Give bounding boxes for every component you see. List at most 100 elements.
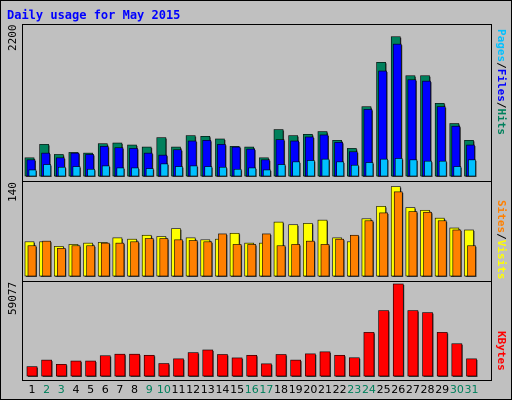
legend-sep-2: / — [495, 101, 508, 109]
sites-bar — [306, 240, 315, 277]
x-tick-label: 17 — [259, 383, 273, 396]
kbytes-bar — [334, 354, 345, 377]
pages-bar — [57, 166, 66, 177]
pages-bar — [438, 160, 447, 177]
sites-bar — [262, 233, 271, 277]
kbytes-bar — [70, 360, 82, 377]
sites-bar — [188, 240, 198, 277]
sites-bar — [437, 220, 447, 277]
kbytes-bar — [143, 354, 155, 377]
kbytes-bar — [363, 332, 375, 377]
kbytes-bar — [246, 354, 258, 377]
x-tick-label: 11 — [172, 383, 186, 396]
pages-bar — [28, 169, 37, 177]
kbytes-bar — [451, 343, 463, 377]
kbytes-bar — [129, 353, 140, 377]
kbytes-bar — [392, 283, 404, 377]
sites-bar — [174, 239, 183, 277]
x-tick-label: 6 — [102, 383, 109, 396]
pages-bar — [131, 167, 139, 177]
chart-title: Daily usage for May 2015 — [7, 8, 181, 22]
sites-bar — [335, 238, 344, 277]
x-tick-label: 24 — [362, 383, 376, 396]
kbytes-bar — [290, 359, 302, 377]
x-tick-label: 3 — [58, 383, 65, 396]
sites-bar — [27, 245, 37, 277]
legend-kbytes: KBytes — [495, 331, 508, 371]
x-tick-label: 5 — [87, 383, 94, 396]
kbytes-bar — [466, 358, 477, 377]
kbytes-bar — [99, 355, 111, 377]
kbytes-bar — [173, 358, 184, 377]
legend-files: Files — [495, 68, 508, 102]
x-tick-label: 27 — [406, 383, 420, 396]
sites-bar — [71, 245, 81, 277]
sites-bar — [349, 234, 359, 277]
pages-bar — [380, 158, 388, 177]
pages-bar — [43, 164, 51, 177]
x-tick-label: 2 — [43, 383, 50, 396]
x-tick-label: 8 — [131, 383, 138, 396]
sites-bar — [203, 241, 213, 277]
sites-bar — [159, 238, 169, 277]
x-tick-label: 19 — [289, 383, 303, 396]
x-tick-label: 14 — [215, 383, 229, 396]
sites-bar — [379, 212, 388, 277]
kbytes-bar — [261, 363, 272, 377]
pages-bar — [263, 169, 271, 177]
sites-bar — [218, 233, 227, 277]
kbytes-bar — [55, 364, 67, 377]
x-tick-label: 16 — [245, 383, 259, 396]
legend-pages: Pages — [495, 29, 508, 63]
kbytes-bar — [187, 352, 199, 377]
pages-bar — [204, 166, 213, 177]
pages-bar — [175, 166, 183, 177]
pages-bar — [453, 166, 462, 177]
kbytes-bar — [422, 312, 433, 377]
kbytes-bar — [114, 353, 126, 377]
pages-bar — [321, 158, 330, 177]
pages-bar — [409, 159, 418, 177]
sites-bar — [42, 240, 51, 277]
x-tick-label: 20 — [303, 383, 317, 396]
top-legend: Pages/Files/Hits — [494, 29, 508, 135]
pages-bar — [424, 160, 432, 177]
kbytes-bar — [217, 354, 228, 377]
pages-bar — [87, 168, 95, 177]
sites-bar — [408, 211, 418, 277]
pages-bar — [189, 165, 198, 177]
kbytes-bar — [275, 354, 287, 377]
kbytes-bar — [378, 310, 389, 377]
sites-bar — [56, 248, 66, 277]
pages-bar — [336, 161, 344, 177]
x-tick-label: 9 — [146, 383, 153, 396]
files-bar — [392, 43, 402, 177]
legend-visits: Visits — [495, 239, 508, 280]
x-tick-label: 21 — [318, 383, 332, 396]
x-tick-label: 13 — [201, 383, 215, 396]
pages-bar — [365, 162, 374, 177]
kbytes-bar — [26, 366, 38, 377]
x-tick-label: 23 — [347, 383, 361, 396]
kbytes-bar — [407, 310, 419, 377]
pages-bar — [277, 164, 286, 177]
x-tick-label: 18 — [274, 383, 288, 396]
legend-sep-1: / — [495, 62, 508, 69]
sites-bar — [423, 211, 432, 277]
kbytes-bar — [158, 363, 170, 377]
sites-bar — [320, 244, 330, 277]
pages-bar — [394, 158, 403, 177]
pages-bar — [72, 166, 81, 177]
sites-bar — [364, 220, 374, 277]
sites-bar — [291, 244, 301, 277]
sites-bar — [130, 241, 139, 277]
kbytes-bar — [305, 353, 316, 377]
sites-bar — [276, 245, 286, 277]
x-tick-label: 26 — [391, 383, 405, 396]
x-tick-label: 7 — [116, 383, 123, 396]
pages-bar — [468, 159, 476, 177]
x-tick-label: 30 — [450, 383, 464, 396]
kbytes-bar — [436, 332, 448, 377]
x-tick-label: 25 — [377, 383, 391, 396]
